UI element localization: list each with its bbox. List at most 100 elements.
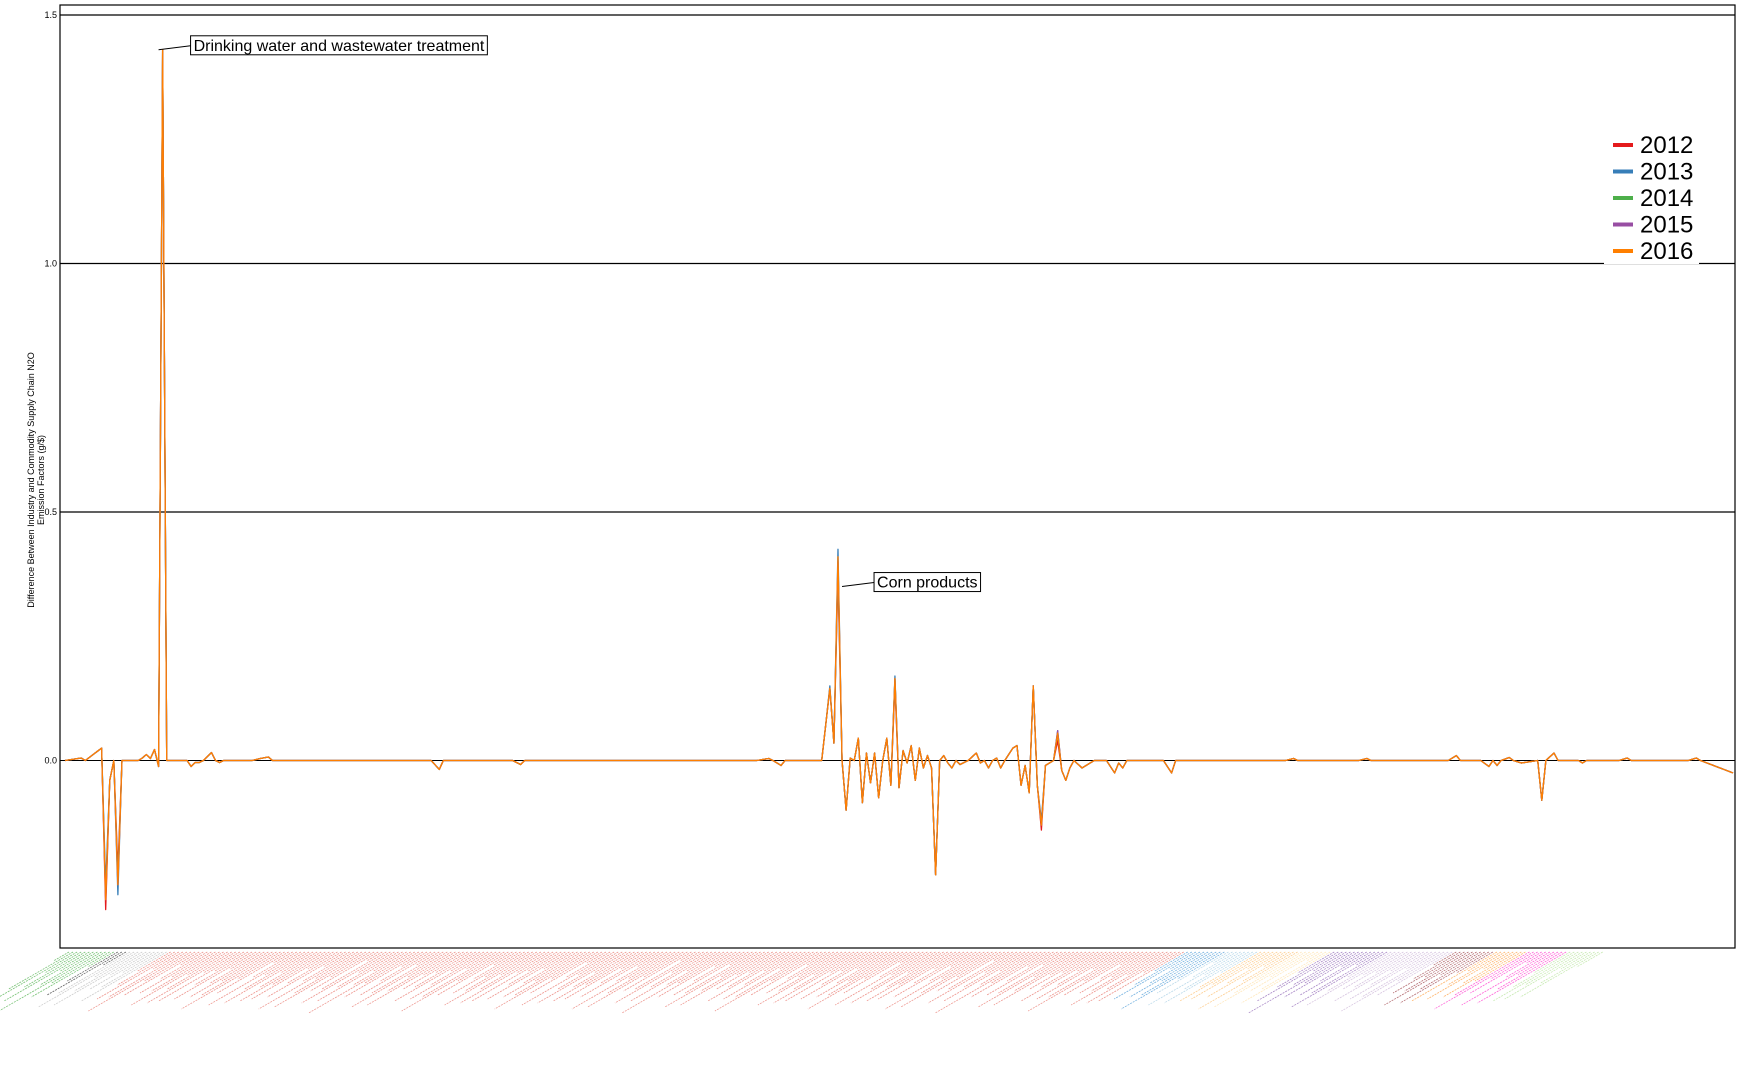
category-label-315 (1292, 951, 1351, 986)
category-label-235 (963, 951, 1026, 988)
y-tick-label: 0.0 (44, 756, 57, 766)
category-label-96 (367, 951, 460, 1006)
category-label-109 (437, 951, 513, 996)
category-label-341 (1433, 951, 1457, 966)
category-label-371 (1492, 951, 1579, 1002)
legend-label: 2012 (1640, 132, 1693, 159)
category-label-46 (174, 951, 257, 1000)
category-label-30 (88, 951, 192, 1012)
category-label-195 (773, 951, 863, 1004)
category-label-340 (1377, 951, 1453, 996)
category-label-61 (280, 951, 318, 974)
category-label-37 (151, 951, 220, 992)
category-label-318 (1284, 951, 1363, 998)
category-label-38 (131, 951, 224, 1006)
category-label-189 (766, 951, 839, 994)
category-label-76 (310, 951, 379, 992)
category-label-302 (1198, 951, 1298, 1010)
category-label-299 (1206, 951, 1286, 998)
category-label-139 (573, 951, 635, 988)
category-label-206 (807, 951, 908, 1010)
category-label-238 (979, 951, 1038, 986)
category-label-94 (407, 951, 452, 978)
category-label-79 (301, 951, 391, 1004)
category-label-57 (208, 951, 302, 1006)
category-label-288 (1148, 951, 1241, 1006)
category-label-209 (899, 951, 920, 964)
category-label-147 (616, 951, 668, 982)
category-label-177 (727, 951, 790, 988)
category-label-112 (453, 951, 525, 994)
category-label-74 (274, 951, 371, 1008)
category-group-13 (1434, 951, 1567, 1010)
category-label-314 (1313, 951, 1347, 972)
category-label-132 (586, 951, 607, 964)
category-label-108 (457, 951, 509, 982)
category-label-349 (1399, 951, 1490, 1004)
category-label-327 (1306, 951, 1400, 1006)
category-label-199 (820, 951, 879, 986)
category-label-198 (841, 951, 875, 972)
category-label-256 (1077, 951, 1111, 972)
legend-item-2012: 2012 (1613, 132, 1693, 159)
category-label-173 (680, 951, 774, 1006)
category-label-246 (998, 951, 1070, 994)
category-label-376 (1520, 951, 1599, 998)
category-label-88 (400, 951, 428, 968)
category-label-212 (891, 951, 932, 976)
category-label-197 (784, 951, 871, 1002)
category-label-28 (153, 951, 184, 970)
annotation-box (873, 572, 982, 593)
category-label-279 (1149, 951, 1205, 984)
category-label-353 (1447, 951, 1506, 986)
category-label-300 (1263, 951, 1290, 968)
category-label-85 (308, 951, 416, 1014)
category-label-337 (1361, 951, 1441, 998)
category-label-64 (271, 951, 330, 986)
category-label-14 (103, 951, 127, 966)
category-label-55 (273, 951, 293, 964)
category-label-331 (1354, 951, 1416, 988)
category-label-220 (934, 951, 965, 970)
category-label-159 (630, 951, 717, 1002)
category-label-283 (1120, 951, 1221, 1010)
category-label-98 (403, 951, 468, 990)
category-label-233 (927, 951, 1018, 1004)
category-label-71 (258, 951, 359, 1010)
category-label-130 (550, 951, 599, 980)
category-group-10 (1306, 951, 1453, 1012)
category-label-80 (357, 951, 395, 974)
category-label-204 (848, 951, 900, 982)
category-label-129 (494, 951, 595, 1010)
category-label-277 (1113, 951, 1197, 1000)
category-label-348 (1420, 951, 1485, 990)
category-label-23 (101, 951, 163, 988)
category-label-119 (516, 951, 554, 974)
annotation-1: Drinking water and wastewater treatment (158, 35, 488, 56)
category-label-22 (121, 951, 159, 974)
category-label-126 (503, 951, 582, 998)
category-label-321 (1299, 951, 1376, 996)
category-label-320 (1320, 951, 1372, 982)
category-label-34 (160, 951, 208, 980)
category-label-125 (523, 951, 578, 984)
category-label-239 (934, 951, 1042, 1014)
category-label-86 (364, 951, 420, 984)
category-label-104 (410, 951, 493, 1000)
category-label-158 (650, 951, 712, 988)
category-label-316 (1248, 951, 1355, 1014)
category-label-102 (450, 951, 485, 972)
category-label-185 (770, 951, 822, 982)
category-label-218 (898, 951, 957, 986)
category-label-360 (1434, 951, 1534, 1010)
category-label-215 (906, 951, 944, 974)
category-label-330 (1374, 951, 1412, 974)
legend-item-2014: 2014 (1613, 185, 1693, 212)
category-label-294 (1179, 951, 1266, 1002)
category-label-230 (936, 951, 1005, 992)
category-label-128 (514, 951, 590, 996)
category-label-180 (743, 951, 802, 986)
category-label-196 (829, 951, 867, 974)
category-label-292 (1220, 951, 1258, 974)
